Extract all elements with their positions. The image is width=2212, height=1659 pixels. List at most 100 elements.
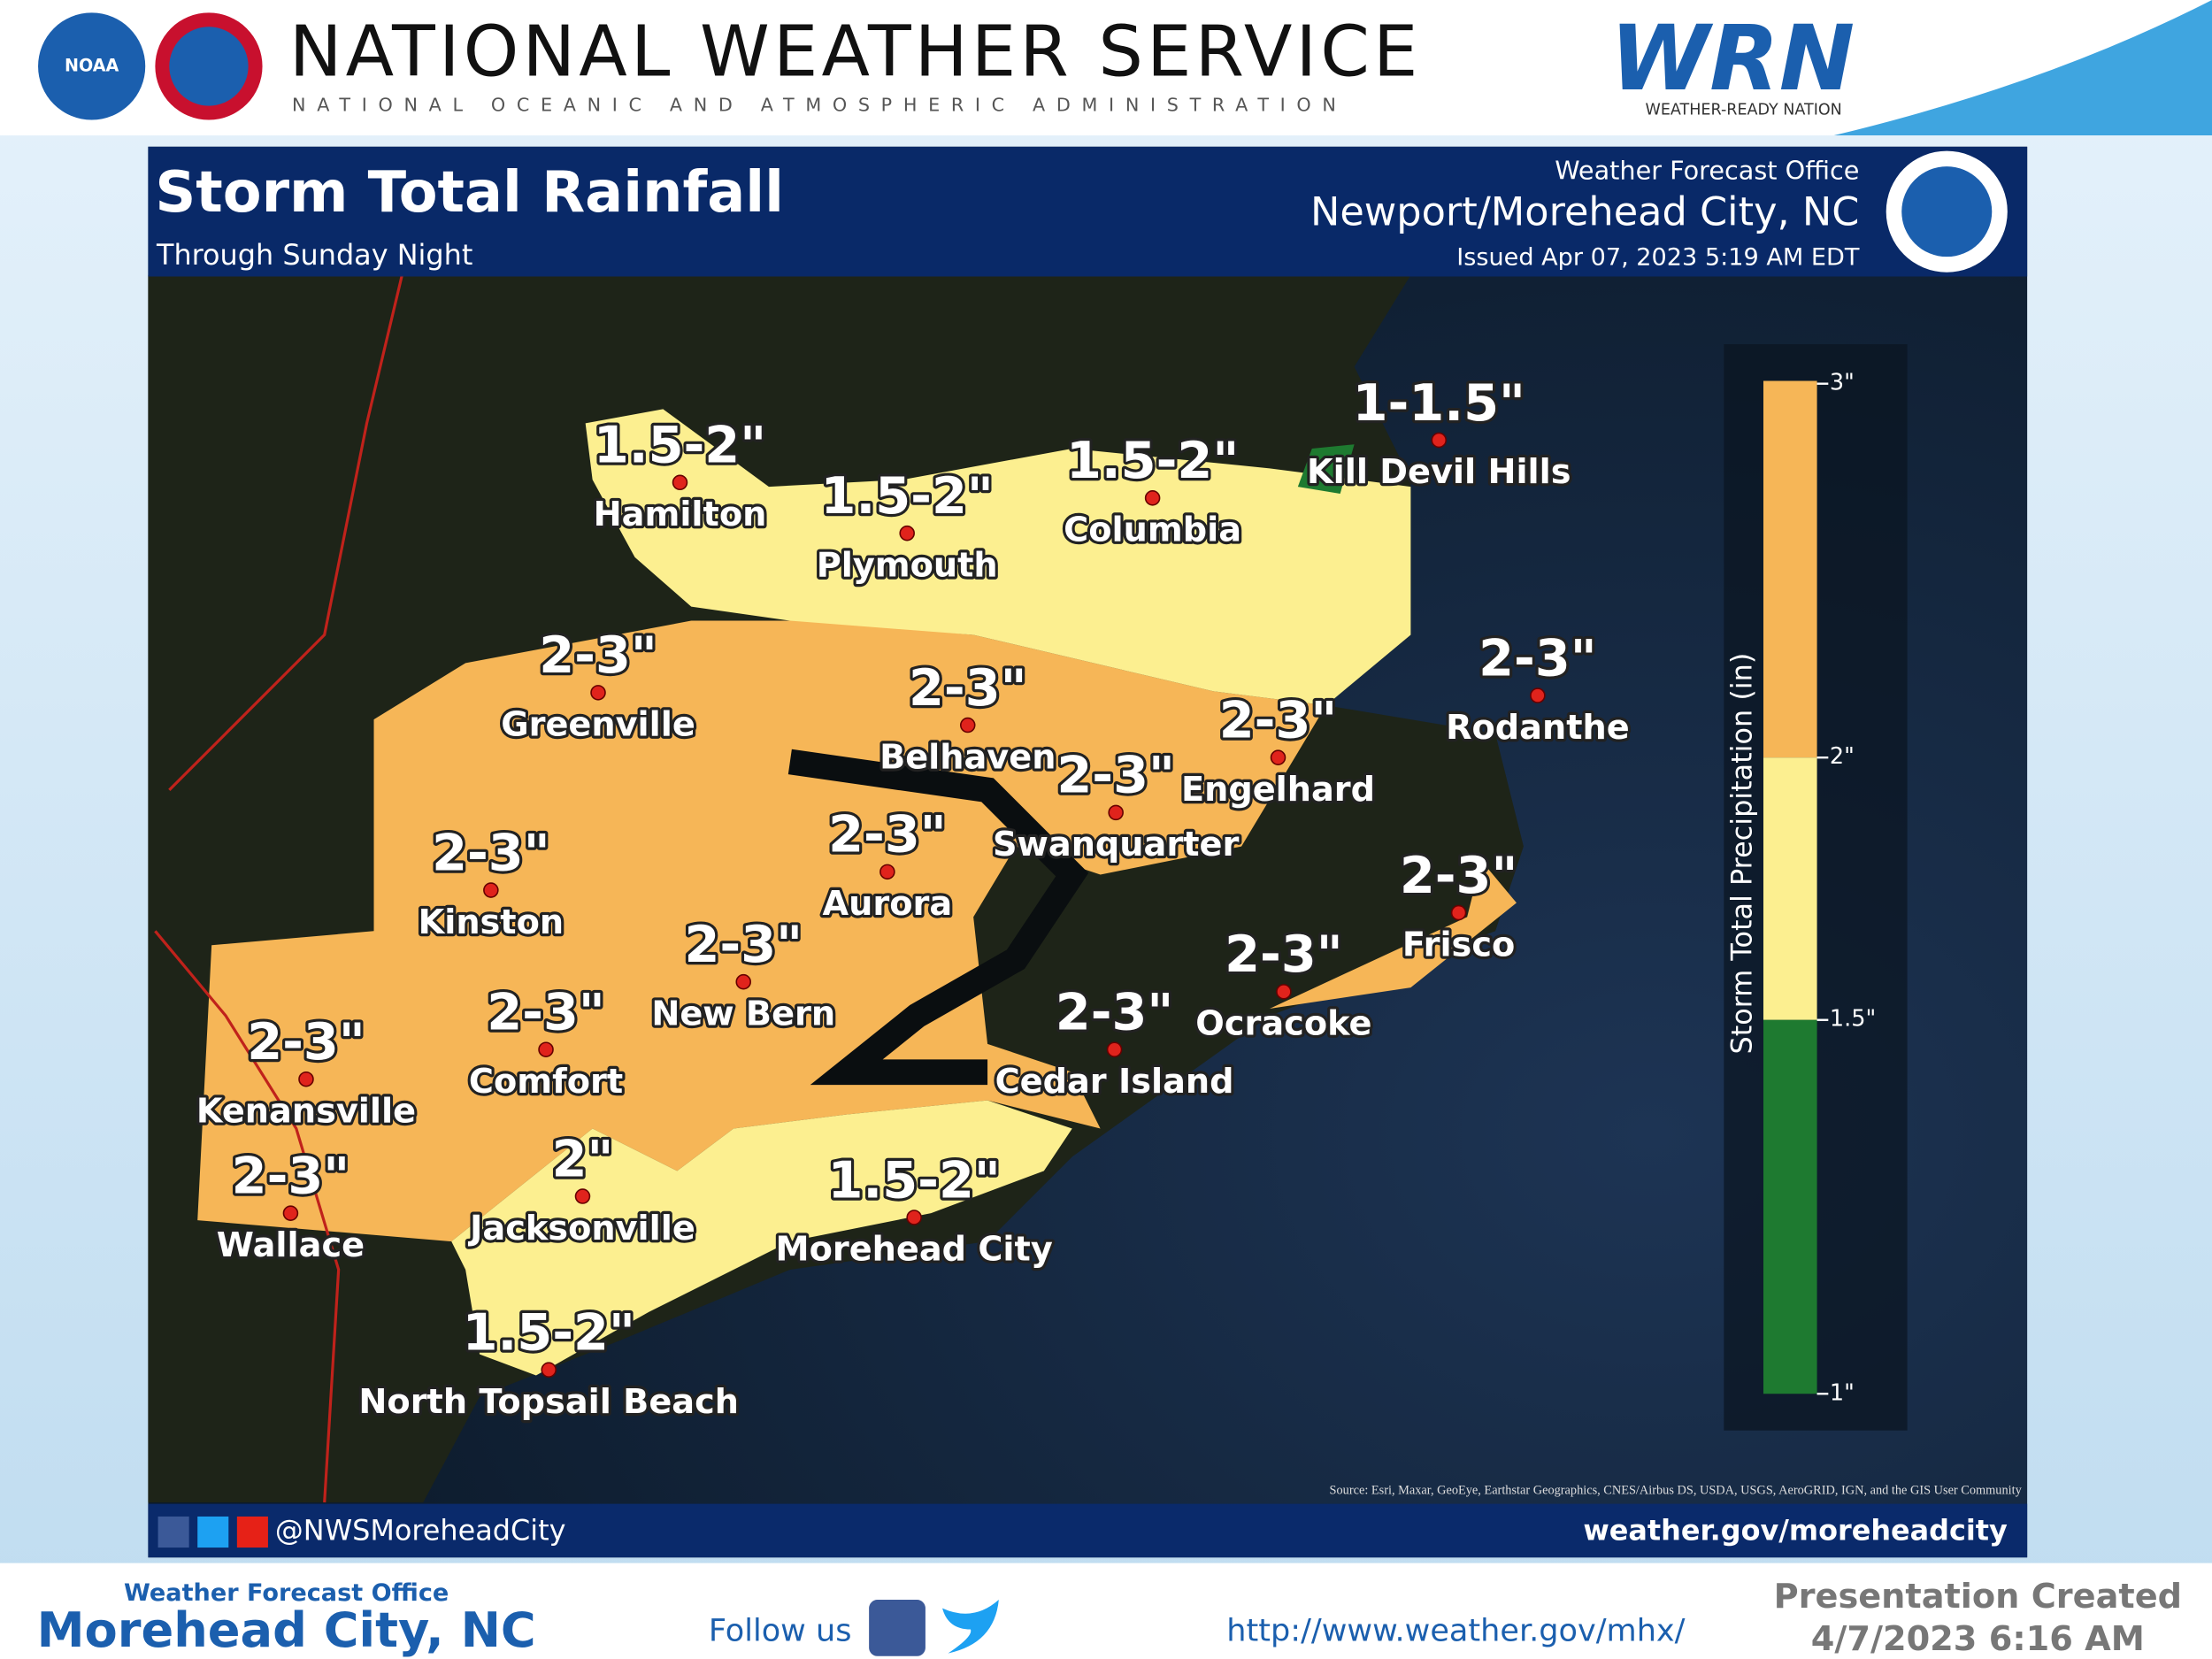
graphic-subtitle: Through Sunday Night: [156, 238, 472, 272]
location-dot: [1530, 687, 1546, 703]
facebook-icon[interactable]: [157, 1516, 189, 1548]
location-name: Belhaven: [879, 737, 1056, 777]
location-name: Kill Devil Hills: [1307, 452, 1571, 492]
location-dot: [879, 864, 895, 880]
legend-band-2-3: [1763, 380, 1817, 758]
location-name: Jacksonville: [467, 1209, 695, 1248]
rain-amount: 1.5-2": [463, 1302, 635, 1362]
office-name: Newport/Morehead City, NC: [1310, 188, 1859, 234]
rain-amount: 2-3": [1219, 691, 1338, 750]
rain-amount: 2-3": [1056, 746, 1175, 805]
youtube-icon[interactable]: [236, 1516, 268, 1548]
created: 4/7/2023 6:16 AM: [1811, 1619, 2145, 1659]
rain-amount: 1.5-2": [1066, 431, 1239, 490]
legend-band-1-1-5: [1763, 1019, 1817, 1394]
rain-amount: 1-1.5": [1353, 373, 1525, 433]
location-dot: [735, 973, 752, 990]
wrn-caption: WEATHER-READY NATION: [1646, 101, 1842, 119]
location-dot: [906, 1210, 922, 1225]
zone-1-5-2-north: [585, 409, 1411, 706]
social-handle[interactable]: @NWSMoreheadCity: [275, 1514, 566, 1548]
graphic-title: Storm Total Rainfall: [155, 160, 784, 226]
legend-band-1-5-2: [1763, 757, 1817, 1020]
rain-amount: 2-3": [432, 823, 550, 882]
location-name: Plymouth: [817, 545, 998, 585]
header-swoosh: [1833, 0, 2212, 136]
location-dot: [298, 1071, 314, 1087]
location-name: Ocracoke: [1195, 1004, 1371, 1044]
location-dot: [1270, 749, 1286, 765]
bottom-bar: [148, 1503, 2028, 1558]
location-layer: 1.5-2" Hamilton 1.5-2" Plymouth 1.5-2" Columb…: [194, 370, 1877, 1425]
location-name: Greenville: [501, 705, 695, 745]
location-dot: [1106, 1041, 1123, 1057]
location-dot: [590, 685, 606, 701]
location-name: Kinston: [419, 902, 565, 942]
rain-amount: 1.5-2": [594, 416, 766, 475]
rain-amount: 2-3": [1225, 925, 1343, 984]
follow-us: Follow us: [709, 1613, 852, 1649]
location-dot: [1108, 804, 1124, 821]
rain-amount: 2-3": [684, 915, 803, 974]
legend-tick-label: 3": [1830, 370, 1855, 396]
location-dot: [1276, 984, 1292, 1000]
boundary-line: [154, 274, 403, 1503]
rain-amount: 2-3": [1056, 983, 1174, 1042]
rain-amount: 2-3": [487, 983, 605, 1042]
location-name: Hamilton: [594, 495, 767, 534]
rain-amount: 2-3": [1479, 628, 1597, 687]
location-name: Aurora: [823, 884, 953, 924]
nws-seal-inner: [169, 27, 249, 106]
footer-twitter[interactable]: [942, 1600, 999, 1654]
office-caption: Weather Forecast Office: [1555, 156, 1859, 186]
location-name: Rodanthe: [1446, 708, 1630, 748]
twitter-icon[interactable]: [197, 1516, 229, 1548]
footer-url[interactable]: http://www.weather.gov/mhx/: [1226, 1613, 1685, 1649]
location-dot: [282, 1205, 299, 1221]
location-dot: [899, 525, 915, 541]
wrn-logo: WRN: [1610, 6, 1855, 111]
location-name: Frisco: [1402, 925, 1515, 964]
location-dot: [1144, 490, 1161, 506]
pamlico-river: [787, 749, 1089, 1086]
footer-band: [0, 1563, 2212, 1659]
rain-amount: 2-3": [232, 1147, 350, 1206]
noaa-logo: [38, 12, 146, 120]
legend-tick-label: 2": [1830, 743, 1855, 770]
rain-amount: 2-3": [539, 626, 657, 685]
location-dot: [541, 1362, 557, 1378]
footer-office-caption: Weather Forecast Office: [124, 1579, 449, 1607]
header-band: [0, 0, 2212, 136]
rain-amount: 2-3": [909, 658, 1027, 718]
location-name: Cedar Island: [995, 1062, 1234, 1102]
location-name: Morehead City: [776, 1230, 1053, 1270]
rain-amount: 2": [552, 1129, 614, 1188]
location-name: Engelhard: [1181, 770, 1375, 810]
header-title: NATIONAL WEATHER SERVICE: [289, 11, 1418, 93]
title-bar: [148, 146, 2028, 277]
location-dot: [959, 717, 976, 733]
location-name: Columbia: [1064, 511, 1241, 550]
legend-tick-label: 1": [1830, 1379, 1855, 1406]
source: Source: Esri, Maxar, GeoEye, Earthstar G…: [1330, 1484, 2023, 1498]
noaa-logo-text: NOAA: [65, 55, 119, 75]
location-name: Comfort: [469, 1062, 623, 1102]
footer-facebook[interactable]: [869, 1600, 926, 1656]
location-dot: [1431, 432, 1448, 449]
legend-title: Storm Total Precipitation (in): [1725, 653, 1759, 1055]
issued: Issued Apr 07, 2023 5:19 AM EDT: [1456, 243, 1860, 271]
website[interactable]: weather.gov/moreheadcity: [1583, 1514, 2008, 1548]
location-name: Wallace: [217, 1225, 365, 1265]
rain-amount: 1.5-2": [828, 1150, 1001, 1210]
location-name: New Bern: [651, 994, 835, 1033]
location-dot: [538, 1041, 554, 1057]
nws-seal-large-inner: [1901, 166, 1993, 257]
zone-1-5-2-south: [451, 1100, 1072, 1376]
created-caption: Presentation Created: [1774, 1577, 2182, 1617]
location-dot: [483, 882, 499, 898]
zone-1-1-5: [1297, 444, 1355, 495]
location-dot: [1450, 904, 1467, 921]
location-dot: [574, 1188, 591, 1204]
